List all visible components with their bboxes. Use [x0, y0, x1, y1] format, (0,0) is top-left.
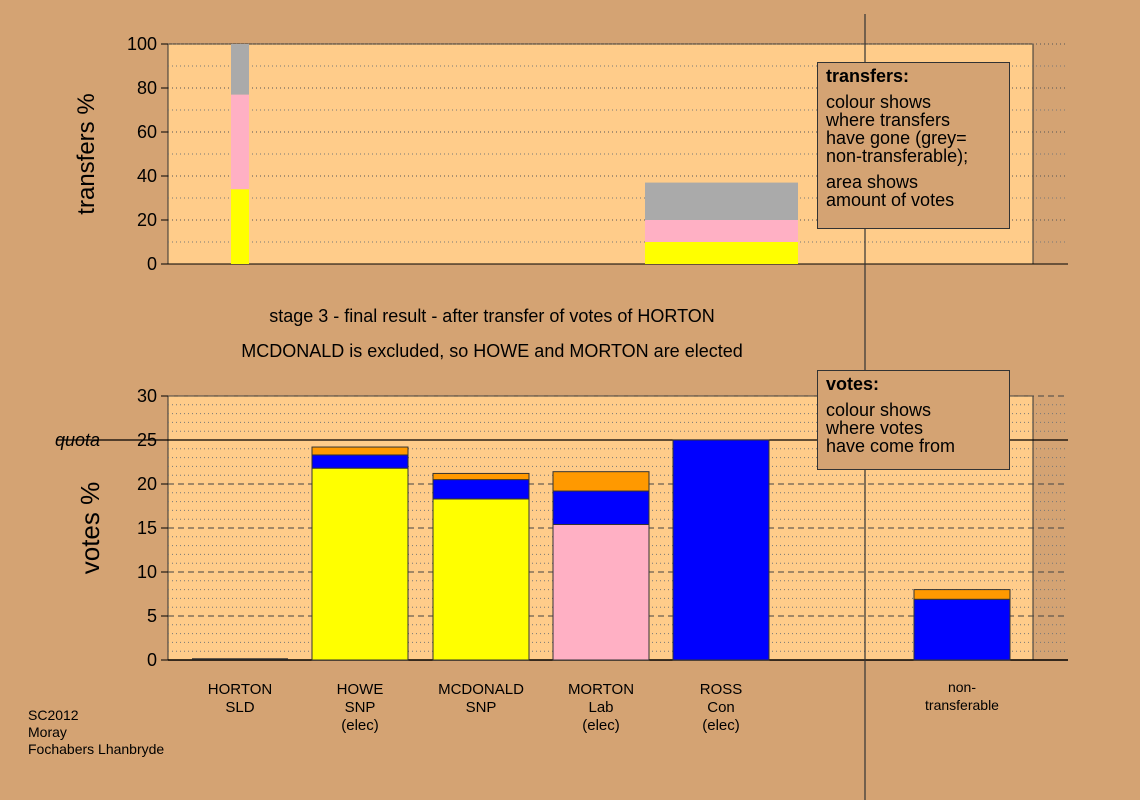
votes-ytick-label: 15 — [137, 518, 157, 538]
transfers-ytick-label: 60 — [137, 122, 157, 142]
category-label: HORTON — [208, 681, 272, 698]
legend-line: non-transferable); — [826, 146, 969, 166]
category-label: Lab — [588, 699, 613, 716]
legend-votes-text: colour shows where votes have come from — [826, 401, 1001, 455]
footer-line: Moray — [28, 724, 67, 740]
category-label: SNP — [466, 699, 497, 716]
votes-bar-segment — [913, 589, 1011, 600]
category-label: Con — [707, 699, 735, 716]
votes-ytick-label: 10 — [137, 562, 157, 582]
votes-ytick-label: 30 — [137, 386, 157, 406]
category-label: MCDONALD — [438, 681, 524, 698]
transfers-ytick-label: 100 — [127, 34, 157, 54]
votes-bar-segment — [311, 454, 409, 469]
legend-line: amount of votes — [826, 190, 955, 210]
transfers-bar-segment-mcdonald — [645, 242, 798, 264]
transfers-ytick-label: 20 — [137, 210, 157, 230]
transfers-ytick-label: 80 — [137, 78, 157, 98]
category-label: ROSS — [700, 681, 743, 698]
legend-line: where votes — [826, 418, 924, 438]
legend-transfers-text-1: colour shows where transfers have gone (… — [826, 93, 1001, 165]
legend-line: area shows — [826, 172, 919, 192]
category-label: HOWE — [337, 681, 384, 698]
transfers-bar-segment-mcdonald — [645, 182, 798, 220]
votes-bar-segment — [432, 498, 530, 661]
votes-axis-label: votes % — [75, 482, 105, 575]
category-label: (elec) — [702, 717, 740, 734]
votes-bar-segment — [913, 598, 1011, 661]
category-label: MORTON — [568, 681, 634, 698]
legend-transfers-text-2: area shows amount of votes — [826, 173, 1001, 209]
votes-bar-segment — [552, 471, 650, 492]
votes-ytick-label: 0 — [147, 650, 157, 670]
category-label: SLD — [225, 699, 254, 716]
votes-bar-segment — [552, 523, 650, 661]
transfers-bar-segment-mcdonald — [645, 220, 798, 242]
transfers-bar-segment-horton — [231, 44, 249, 95]
footer-line: SC2012 — [28, 707, 79, 723]
votes-ytick-label: 5 — [147, 606, 157, 626]
quota-label: quota — [55, 430, 100, 450]
footer-info: SC2012 Moray Fochabers Lhanbryde — [28, 707, 164, 758]
legend-votes: votes: colour shows where votes have com… — [817, 370, 1010, 470]
caption-result: MCDONALD is excluded, so HOWE and MORTON… — [241, 341, 743, 361]
legend-transfers: transfers: colour shows where transfers … — [817, 62, 1010, 229]
transfers-bar-segment-horton — [231, 189, 249, 264]
transfers-ytick-label: 40 — [137, 166, 157, 186]
category-label: (elec) — [582, 717, 620, 734]
votes-bar-segment — [672, 439, 770, 661]
votes-bar-segment — [552, 490, 650, 525]
caption-stage: stage 3 - final result - after transfer … — [269, 306, 715, 326]
transfers-ytick-label: 0 — [147, 254, 157, 274]
legend-votes-title: votes: — [826, 374, 880, 394]
votes-bar-segment — [432, 472, 530, 481]
votes-bar-segment — [432, 479, 530, 500]
legend-transfers-title: transfers: — [826, 66, 910, 86]
legend-line: colour shows — [826, 92, 932, 112]
legend-line: where transfers — [826, 110, 951, 130]
legend-line: colour shows — [826, 400, 932, 420]
category-label: transferable — [925, 697, 999, 713]
legend-line: have gone (grey= — [826, 128, 967, 148]
votes-bar-segment — [311, 467, 409, 661]
category-label: non- — [948, 679, 976, 695]
legend-line: have come from — [826, 436, 956, 456]
votes-bar-segment — [311, 446, 409, 456]
category-label: SNP — [345, 699, 376, 716]
votes-ytick-label: 20 — [137, 474, 157, 494]
category-label: (elec) — [341, 717, 379, 734]
footer-line: Fochabers Lhanbryde — [28, 741, 165, 757]
transfers-bar-segment-horton — [231, 94, 249, 190]
transfers-axis-label: transfers % — [73, 93, 100, 214]
